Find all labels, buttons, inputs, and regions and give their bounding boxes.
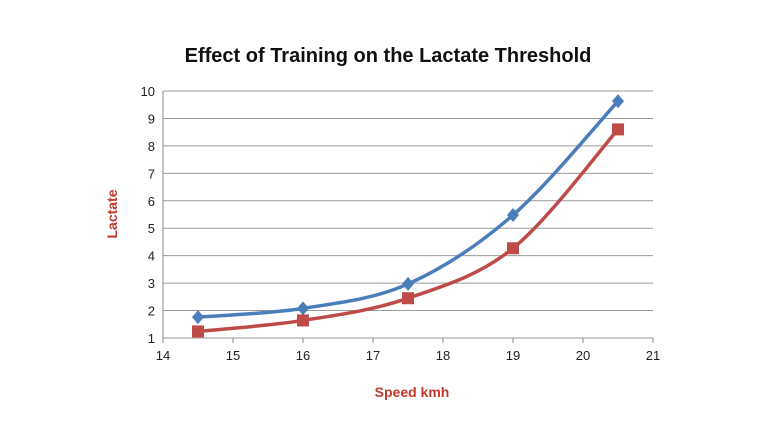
series-1-point <box>297 301 309 316</box>
x-tick-label: 15 <box>226 348 240 363</box>
y-tick-label: 6 <box>148 194 155 209</box>
chart-title: Effect of Training on the Lactate Thresh… <box>185 45 592 67</box>
series-1-point <box>192 310 204 325</box>
series-2-point <box>402 292 414 305</box>
x-axis-label: Speed kmh <box>375 384 450 400</box>
series-2-point <box>297 314 309 327</box>
grid-lines <box>162 90 654 343</box>
y-tick-label: 4 <box>148 249 155 264</box>
y-tick-label: 10 <box>141 84 155 99</box>
y-axis-label: Lactate <box>104 189 120 238</box>
y-tick-label: 7 <box>148 166 155 181</box>
series-2-point <box>192 325 204 338</box>
x-tick-label: 19 <box>506 348 520 363</box>
y-axis-ticks: 1 2 3 4 5 6 7 8 9 10 <box>141 84 155 346</box>
y-tick-label: 1 <box>148 331 155 346</box>
y-tick-label: 8 <box>148 139 155 154</box>
x-tick-label: 16 <box>296 348 310 363</box>
x-tick-label: 20 <box>576 348 590 363</box>
y-tick-label: 5 <box>148 221 155 236</box>
y-tick-label: 2 <box>148 304 155 319</box>
x-tick-label: 18 <box>436 348 450 363</box>
series-1-point <box>612 94 624 109</box>
series-group <box>192 94 624 338</box>
series-2-point <box>507 242 519 255</box>
y-tick-label: 9 <box>148 111 155 126</box>
series-1-point <box>507 208 519 223</box>
series-2-point <box>612 123 624 136</box>
y-tick-label: 3 <box>148 276 155 291</box>
series-1-point <box>402 276 414 291</box>
x-tick-label: 14 <box>156 348 170 363</box>
x-tick-label: 17 <box>366 348 380 363</box>
x-tick-label: 21 <box>646 348 660 363</box>
series-1-line <box>197 99 620 319</box>
x-axis-ticks: 14 15 16 17 18 19 20 21 <box>156 348 660 363</box>
